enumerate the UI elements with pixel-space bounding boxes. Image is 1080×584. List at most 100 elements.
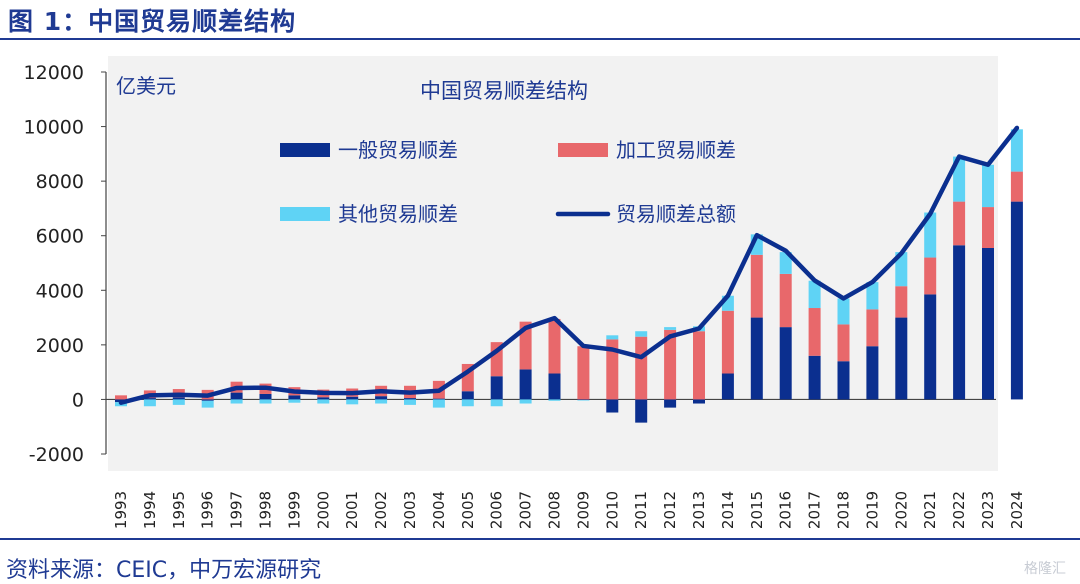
x-tick-label: 2009	[574, 491, 592, 529]
x-tick-label: 1994	[141, 491, 159, 529]
legend-label: 加工贸易顺差	[616, 138, 736, 162]
bar-segment	[1010, 129, 1023, 172]
x-tick-label: 1993	[112, 491, 130, 529]
bar-segment	[1010, 171, 1023, 202]
legend-swatch	[280, 207, 330, 221]
bar-segment	[664, 327, 677, 330]
x-tick-label: 1998	[257, 491, 275, 529]
legend-label: 一般贸易顺差	[338, 138, 458, 162]
bar-segment	[664, 329, 677, 400]
x-axis: 1993 1994 1995 1996 1997 1998 1999 2000 2001 2002…	[106, 398, 1026, 529]
bar-segment	[924, 212, 937, 258]
bar-segment	[635, 399, 648, 423]
bar-segment	[606, 335, 619, 340]
bar-segment	[346, 399, 359, 405]
bar-segment	[490, 399, 503, 407]
y-tick-label: 4000	[36, 280, 84, 302]
bar-segment	[375, 399, 388, 404]
y-tick-label: 0	[72, 389, 84, 411]
chart-title: 中国贸易顺差结构	[420, 79, 588, 103]
bar-segment	[577, 346, 590, 400]
x-tick-label: 2003	[401, 491, 419, 529]
x-tick-label: 2023	[979, 491, 997, 529]
y-tick-label: 8000	[36, 171, 84, 193]
bar-segment	[866, 309, 879, 347]
x-tick-label: 2011	[632, 491, 650, 529]
bar-segment	[808, 308, 821, 356]
bar-segment	[201, 400, 214, 408]
x-tick-label: 2010	[603, 491, 621, 529]
x-tick-label: 2019	[863, 491, 881, 529]
bar-segment	[808, 280, 821, 309]
bar-segment	[895, 317, 908, 400]
x-tick-label: 2020	[892, 491, 910, 529]
total-line-layer	[118, 125, 1020, 405]
bar-segment	[230, 392, 243, 400]
watermark: 格隆汇	[1024, 561, 1066, 577]
x-tick-label: 2016	[777, 491, 795, 529]
figure-title: 图 1：中国贸易顺差结构	[8, 7, 297, 36]
bar-segment	[461, 399, 474, 407]
bar-segment	[635, 336, 648, 400]
bar-segment	[924, 257, 937, 295]
x-tick-label: 2015	[748, 491, 766, 529]
y-tick-label: -2000	[29, 444, 84, 466]
x-tick-label: 2000	[314, 491, 332, 529]
bar-segment	[548, 373, 561, 400]
y-axis: 12000 10000 8000 6000 4000 2000 0 -2000	[24, 62, 107, 466]
bar-segment	[317, 397, 330, 400]
bar-segment	[432, 398, 445, 400]
y-tick-label: 6000	[36, 226, 84, 248]
bar-segment	[953, 245, 966, 400]
bar-segment	[693, 331, 705, 400]
x-tick-label: 2007	[517, 491, 535, 529]
bar-segment	[259, 399, 272, 404]
bar-segment	[432, 399, 445, 408]
x-tick-label: 2021	[921, 491, 939, 529]
x-tick-label: 2006	[488, 491, 506, 529]
bar-segment	[1010, 201, 1023, 400]
x-tick-label: 2018	[835, 491, 853, 529]
bar-segment	[924, 294, 937, 400]
bar-segment	[490, 376, 503, 400]
bar-segment	[837, 298, 850, 325]
legend-label: 其他贸易顺差	[338, 202, 458, 226]
bar-segment	[779, 273, 792, 328]
unit-label: 亿美元	[116, 74, 176, 98]
x-tick-label: 1999	[285, 491, 303, 529]
bar-segment	[317, 399, 330, 404]
bar-segment	[577, 399, 590, 401]
x-tick-label: 2001	[343, 491, 361, 529]
bar-segment	[201, 399, 214, 401]
bar-segment	[721, 373, 734, 400]
bar-segment	[172, 397, 185, 400]
bar-segment	[635, 331, 648, 337]
bar-segment	[664, 399, 677, 408]
bar-segment	[404, 399, 416, 405]
bar-segment	[750, 254, 763, 318]
x-tick-label: 2004	[430, 491, 448, 529]
bar-segment	[953, 156, 966, 202]
x-tick-label: 2022	[950, 491, 968, 529]
x-tick-label: 2005	[459, 491, 477, 529]
bar-segment	[837, 324, 850, 362]
plot-background	[108, 56, 998, 471]
x-tick-label: 2008	[546, 491, 564, 529]
x-tick-label: 2014	[719, 491, 737, 529]
source-note: 资料来源：CEIC，中万宏源研究	[6, 558, 322, 583]
bar-segment	[721, 310, 734, 374]
bar-segment	[693, 399, 705, 404]
x-tick-label: 2012	[661, 491, 679, 529]
bar-segment	[115, 395, 127, 400]
y-tick-label: 2000	[36, 335, 84, 357]
bar-segment	[895, 286, 908, 318]
x-tick-label: 2024	[1008, 491, 1026, 529]
bar-segment	[404, 398, 416, 400]
x-tick-label: 2017	[806, 491, 824, 529]
x-tick-label: 1995	[170, 491, 188, 529]
bar-segment	[779, 252, 792, 274]
bar-segment	[548, 318, 561, 374]
y-tick-label: 12000	[24, 62, 84, 84]
